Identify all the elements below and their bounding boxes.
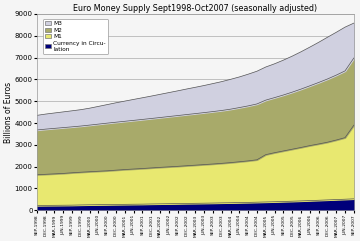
Y-axis label: Billions of Euros: Billions of Euros (4, 81, 13, 143)
Title: Euro Money Supply Sept1998-Oct2007 (seasonally adjusted): Euro Money Supply Sept1998-Oct2007 (seas… (73, 4, 318, 13)
Legend: M3, M2, M1, Currency in Circu-
lation: M3, M2, M1, Currency in Circu- lation (43, 19, 108, 54)
